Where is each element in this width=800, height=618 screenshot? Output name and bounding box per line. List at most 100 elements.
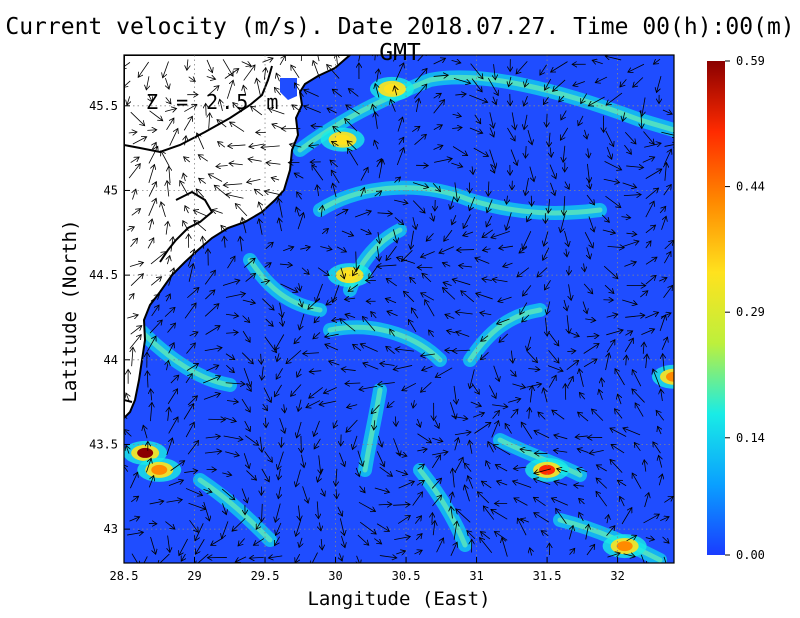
- current-arrow: [245, 383, 251, 392]
- current-arrow: [548, 198, 549, 213]
- current-arrow: [492, 411, 500, 419]
- current-arrow: [127, 96, 130, 105]
- current-arrow: [569, 548, 575, 555]
- current-arrow: [126, 446, 129, 454]
- current-arrow: [586, 194, 595, 205]
- current-arrow: [195, 523, 204, 540]
- current-arrow: [314, 316, 320, 322]
- current-arrow: [242, 330, 250, 342]
- current-arrow: [549, 164, 556, 179]
- current-arrow: [663, 252, 671, 264]
- current-arrow: [321, 228, 328, 235]
- current-arrow: [124, 429, 132, 437]
- current-arrow: [533, 497, 546, 507]
- current-arrow: [171, 237, 173, 252]
- current-arrow: [151, 305, 159, 317]
- current-arrow: [610, 428, 627, 437]
- current-arrow: [357, 450, 363, 467]
- current-arrow: [309, 145, 319, 146]
- current-arrow: [220, 99, 223, 111]
- current-arrow: [431, 455, 440, 469]
- current-arrow: [131, 209, 141, 216]
- current-arrow: [385, 298, 397, 304]
- current-arrow: [241, 62, 251, 66]
- colorbar-tick-label: 0.44: [736, 180, 765, 194]
- current-arrow: [300, 247, 310, 249]
- current-arrow: [374, 487, 390, 492]
- current-arrow: [224, 69, 239, 79]
- current-arrow: [646, 354, 647, 369]
- current-arrow: [379, 466, 393, 476]
- current-arrow: [393, 438, 400, 456]
- current-arrow: [551, 498, 568, 506]
- current-arrow: [347, 405, 358, 408]
- current-arrow: [472, 166, 473, 174]
- current-arrow: [567, 351, 576, 352]
- current-arrow: [353, 344, 362, 351]
- current-arrow: [477, 492, 490, 504]
- current-arrow: [623, 112, 625, 121]
- current-arrow: [129, 517, 140, 521]
- current-arrow: [395, 349, 414, 351]
- current-arrow: [527, 212, 533, 222]
- current-arrow: [473, 413, 484, 418]
- current-arrow: [659, 206, 666, 214]
- current-arrow: [299, 283, 301, 291]
- colorbar-tick-label: 0.29: [736, 305, 765, 319]
- current-arrow: [185, 422, 194, 438]
- current-arrow: [146, 76, 149, 90]
- current-arrow: [421, 251, 435, 258]
- current-arrow: [206, 103, 207, 116]
- current-arrow: [607, 553, 620, 558]
- current-arrow: [397, 117, 403, 132]
- current-arrow: [395, 63, 404, 81]
- current-arrow: [574, 485, 584, 486]
- current-arrow: [621, 508, 632, 525]
- current-arrow: [371, 312, 377, 319]
- current-arrow: [412, 200, 425, 213]
- current-arrow: [417, 418, 420, 427]
- current-arrow: [641, 110, 642, 128]
- current-arrow: [499, 246, 514, 248]
- current-arrow: [229, 163, 243, 165]
- current-arrow: [596, 478, 608, 489]
- current-arrow: [634, 442, 641, 452]
- current-arrow: [656, 410, 665, 421]
- current-arrow: [184, 471, 197, 473]
- current-arrow: [433, 521, 435, 536]
- current-arrow: [626, 166, 643, 168]
- current-arrow: [296, 207, 299, 217]
- current-arrow: [553, 450, 568, 452]
- current-arrow: [643, 514, 660, 524]
- current-arrow: [398, 137, 404, 145]
- current-arrow: [149, 219, 152, 230]
- current-arrow: [509, 369, 516, 377]
- current-arrow: [425, 300, 435, 317]
- current-arrow: [380, 363, 395, 365]
- current-arrow: [185, 136, 186, 146]
- current-arrow: [249, 557, 264, 558]
- current-arrow: [606, 314, 618, 317]
- current-arrow: [378, 382, 395, 384]
- current-arrow: [359, 521, 376, 534]
- current-arrow: [606, 526, 615, 537]
- x-axis-label: Langitude (East): [307, 588, 491, 610]
- current-arrow: [226, 401, 238, 402]
- current-arrow: [301, 454, 304, 468]
- current-arrow: [299, 537, 302, 548]
- current-arrow: [545, 280, 551, 290]
- current-arrow: [148, 94, 152, 102]
- current-arrow: [645, 241, 651, 249]
- current-arrow: [489, 112, 494, 128]
- current-arrow: [497, 318, 510, 324]
- current-arrow: [304, 90, 319, 97]
- current-arrow: [645, 188, 659, 200]
- current-arrow: [203, 489, 212, 492]
- current-arrow: [297, 213, 304, 230]
- current-arrow: [469, 440, 472, 454]
- current-arrow: [491, 164, 495, 173]
- current-arrow: [475, 258, 490, 264]
- current-arrow: [566, 248, 567, 257]
- current-arrow: [348, 148, 359, 166]
- current-arrow: [264, 451, 273, 462]
